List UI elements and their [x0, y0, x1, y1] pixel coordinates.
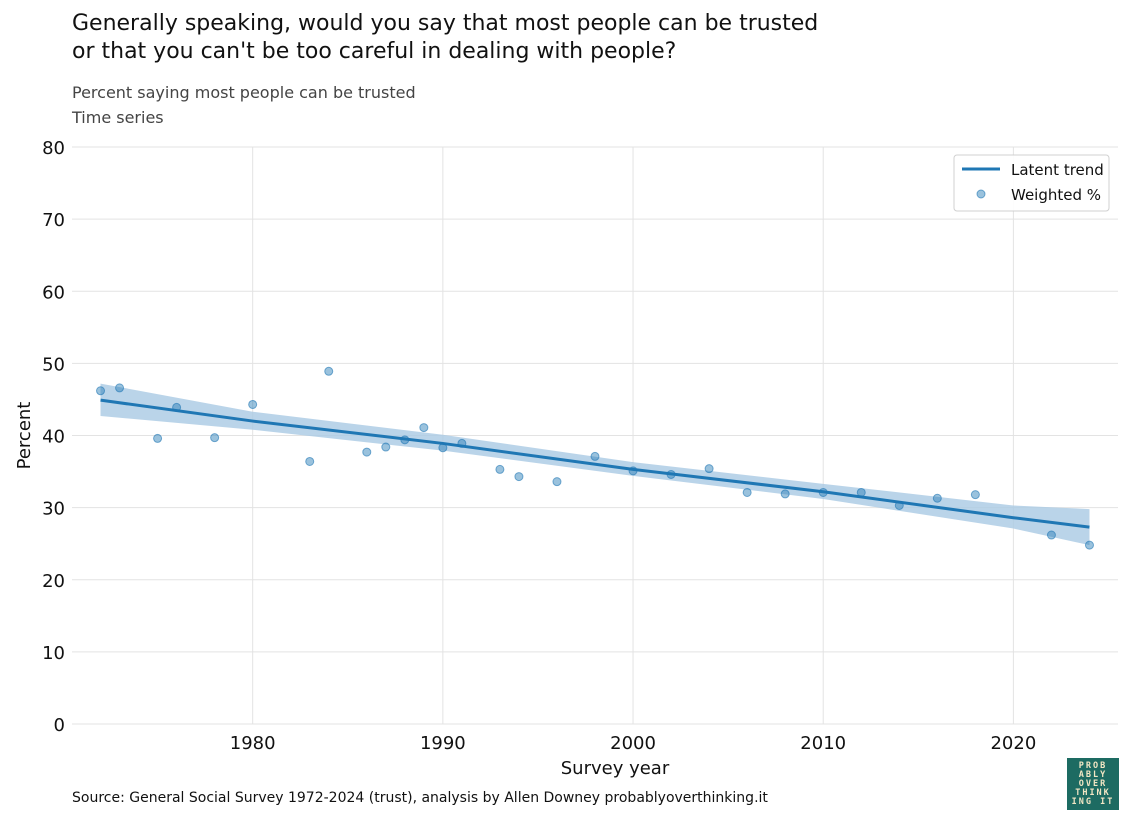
weighted-percent-point — [780, 489, 790, 499]
weighted-percent-point — [362, 447, 372, 457]
weighted-percent-point — [818, 487, 828, 497]
weighted-percent-point — [457, 438, 467, 448]
chart-title: Generally speaking, would you say that m… — [72, 10, 972, 66]
weighted-percent-point — [419, 423, 429, 433]
weighted-percent-point — [381, 442, 391, 452]
y-tick-label: 40 — [42, 427, 65, 448]
weighted-percent-point — [115, 383, 125, 393]
source-note: Source: General Social Survey 1972-2024 … — [72, 790, 768, 806]
weighted-percent-point — [400, 435, 410, 445]
legend-points-swatch — [976, 189, 986, 199]
x-tick-label: 1980 — [230, 733, 276, 754]
weighted-percent-point — [932, 493, 942, 503]
x-tick-label: 1990 — [420, 733, 466, 754]
latent-trend-line — [100, 398, 1090, 529]
y-tick-label: 20 — [42, 571, 65, 592]
y-tick-label: 0 — [54, 715, 65, 736]
y-axis-label: Percent — [14, 402, 35, 470]
weighted-percent-point — [438, 443, 448, 453]
x-tick-label: 2000 — [610, 733, 656, 754]
weighted-percent-point — [970, 490, 980, 500]
weighted-percent-point — [590, 451, 600, 461]
chart-title-line-1: Generally speaking, would you say that m… — [72, 11, 819, 36]
weighted-percent-point — [1084, 540, 1094, 550]
weighted-percent-point — [742, 487, 752, 497]
weighted-percent-point — [153, 433, 163, 443]
weighted-percent-point — [704, 464, 714, 474]
logo-line: THINK — [1075, 787, 1111, 798]
probably-overthinking-it-logo: PROB ABLY OVER THINK ING IT — [1067, 758, 1119, 810]
weighted-percent-point — [628, 466, 638, 476]
weighted-percent-point — [210, 433, 220, 443]
weighted-percent-point — [552, 477, 562, 487]
weighted-percent-point — [1046, 530, 1056, 540]
legend-label: Latent trend — [1011, 161, 1104, 179]
weighted-percent-point — [514, 472, 524, 482]
weighted-percent-point — [324, 366, 334, 376]
x-tick-label: 2020 — [990, 733, 1036, 754]
chart-subtitle: Percent saying most people can be truste… — [72, 80, 416, 130]
weighted-percent-point — [495, 464, 505, 474]
logo-line: ABLY — [1078, 769, 1108, 780]
y-tick-label: 70 — [42, 210, 65, 231]
weighted-percent-point — [666, 469, 676, 479]
weighted-percent-point — [856, 487, 866, 497]
y-tick-label: 10 — [42, 643, 65, 664]
weighted-percent-point — [172, 402, 182, 412]
y-tick-label: 80 — [42, 138, 65, 159]
logo-line: PROB — [1078, 760, 1108, 771]
x-tick-label: 2010 — [800, 733, 846, 754]
chart-subtitle-line-1: Percent saying most people can be truste… — [72, 83, 416, 102]
chart-title-line-2: or that you can't be too careful in deal… — [72, 39, 677, 64]
y-tick-label: 60 — [42, 282, 65, 303]
x-axis-label: Survey year — [561, 758, 670, 779]
chart-subtitle-line-2: Time series — [72, 108, 164, 127]
weighted-percent-point — [248, 399, 258, 409]
y-tick-label: 30 — [42, 499, 65, 520]
legend-label: Weighted % — [1011, 186, 1101, 204]
weighted-percent-point — [894, 500, 904, 510]
logo-line: ING IT — [1071, 796, 1115, 807]
logo-line: OVER — [1078, 778, 1108, 789]
y-tick-label: 50 — [42, 354, 65, 375]
weighted-percent-point — [305, 456, 315, 466]
weighted-percent-point — [96, 386, 106, 396]
